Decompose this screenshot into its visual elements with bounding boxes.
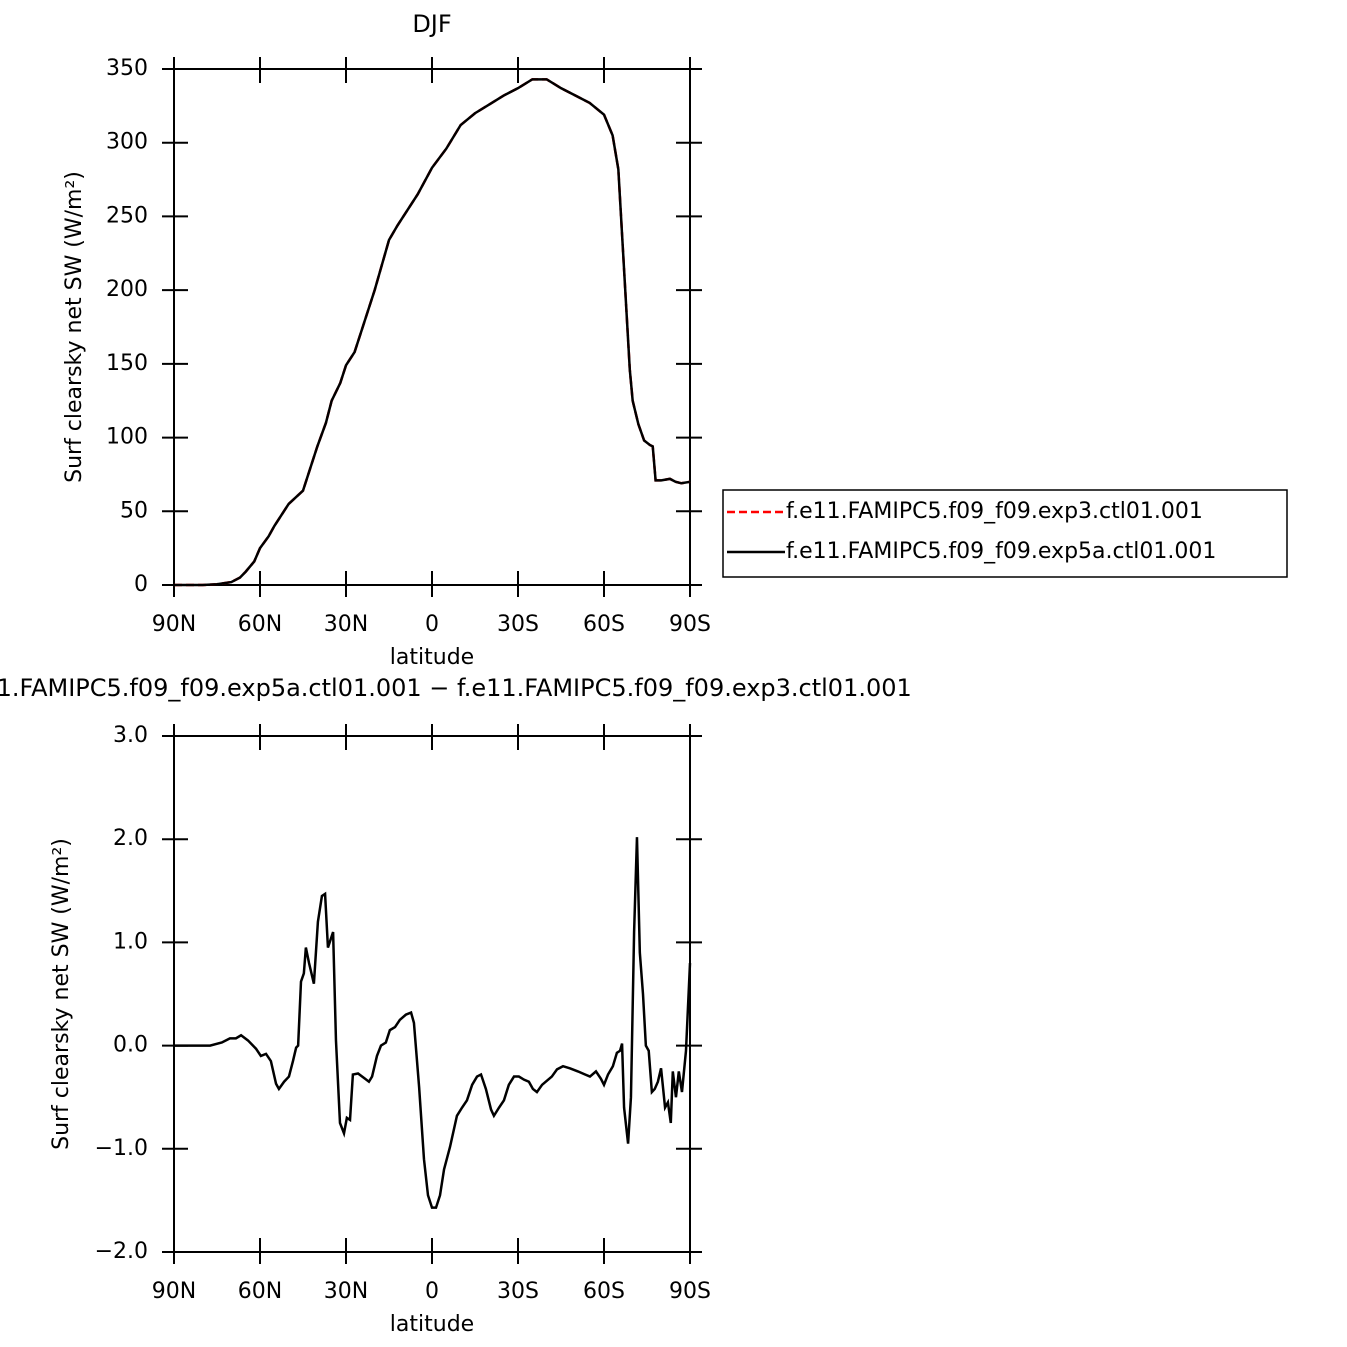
y-tick-label: 2.0 <box>113 826 148 851</box>
legend-label: f.e11.FAMIPC5.f09_f09.exp3.ctl01.001 <box>786 499 1203 524</box>
data-line <box>174 78 691 587</box>
y-tick-label: 350 <box>106 56 148 81</box>
x-tick-label: 60S <box>583 1279 625 1304</box>
data-line <box>174 78 691 587</box>
y-axis-label: Surf clearsky net SW (W/m²) <box>62 171 87 483</box>
plot-frame <box>173 735 691 1253</box>
y-tick-label: 3.0 <box>113 723 148 748</box>
y-tick-label: 200 <box>106 277 148 302</box>
x-axis-label: latitude <box>390 645 474 670</box>
x-tick-label: 90S <box>669 1279 711 1304</box>
y-tick-label: 100 <box>106 425 148 450</box>
chart-title: f.e11.FAMIPC5.f09_f09.exp5a.ctl01.001 − … <box>0 674 912 702</box>
y-tick-label: 150 <box>106 351 148 376</box>
y-axis-label: Surf clearsky net SW (W/m²) <box>49 838 74 1150</box>
x-tick-label: 30N <box>324 612 368 637</box>
x-tick-label: 0 <box>425 1279 439 1304</box>
x-tick-label: 90N <box>152 1279 196 1304</box>
x-tick-label: 60N <box>238 612 282 637</box>
plot-frame <box>173 68 691 586</box>
y-tick-label: 250 <box>106 203 148 228</box>
x-tick-label: 0 <box>425 612 439 637</box>
chart-title: DJF <box>412 10 451 38</box>
x-tick-label: 60S <box>583 612 625 637</box>
y-tick-label: 1.0 <box>113 929 148 954</box>
x-axis-label: latitude <box>390 1312 474 1337</box>
y-tick-label: −2.0 <box>95 1239 148 1264</box>
y-tick-label: 50 <box>120 498 148 523</box>
legend-box <box>722 489 1288 578</box>
legend-label: f.e11.FAMIPC5.f09_f09.exp5a.ctl01.001 <box>786 539 1216 564</box>
y-tick-label: 0.0 <box>113 1033 148 1058</box>
data-line <box>174 837 692 1209</box>
y-tick-label: −1.0 <box>95 1136 148 1161</box>
x-tick-label: 90S <box>669 612 711 637</box>
y-tick-label: 0 <box>134 572 148 597</box>
x-tick-label: 60N <box>238 1279 282 1304</box>
x-tick-label: 30S <box>497 1279 539 1304</box>
x-tick-label: 30N <box>324 1279 368 1304</box>
y-tick-label: 300 <box>106 130 148 155</box>
x-tick-label: 90N <box>152 612 196 637</box>
x-tick-label: 30S <box>497 612 539 637</box>
